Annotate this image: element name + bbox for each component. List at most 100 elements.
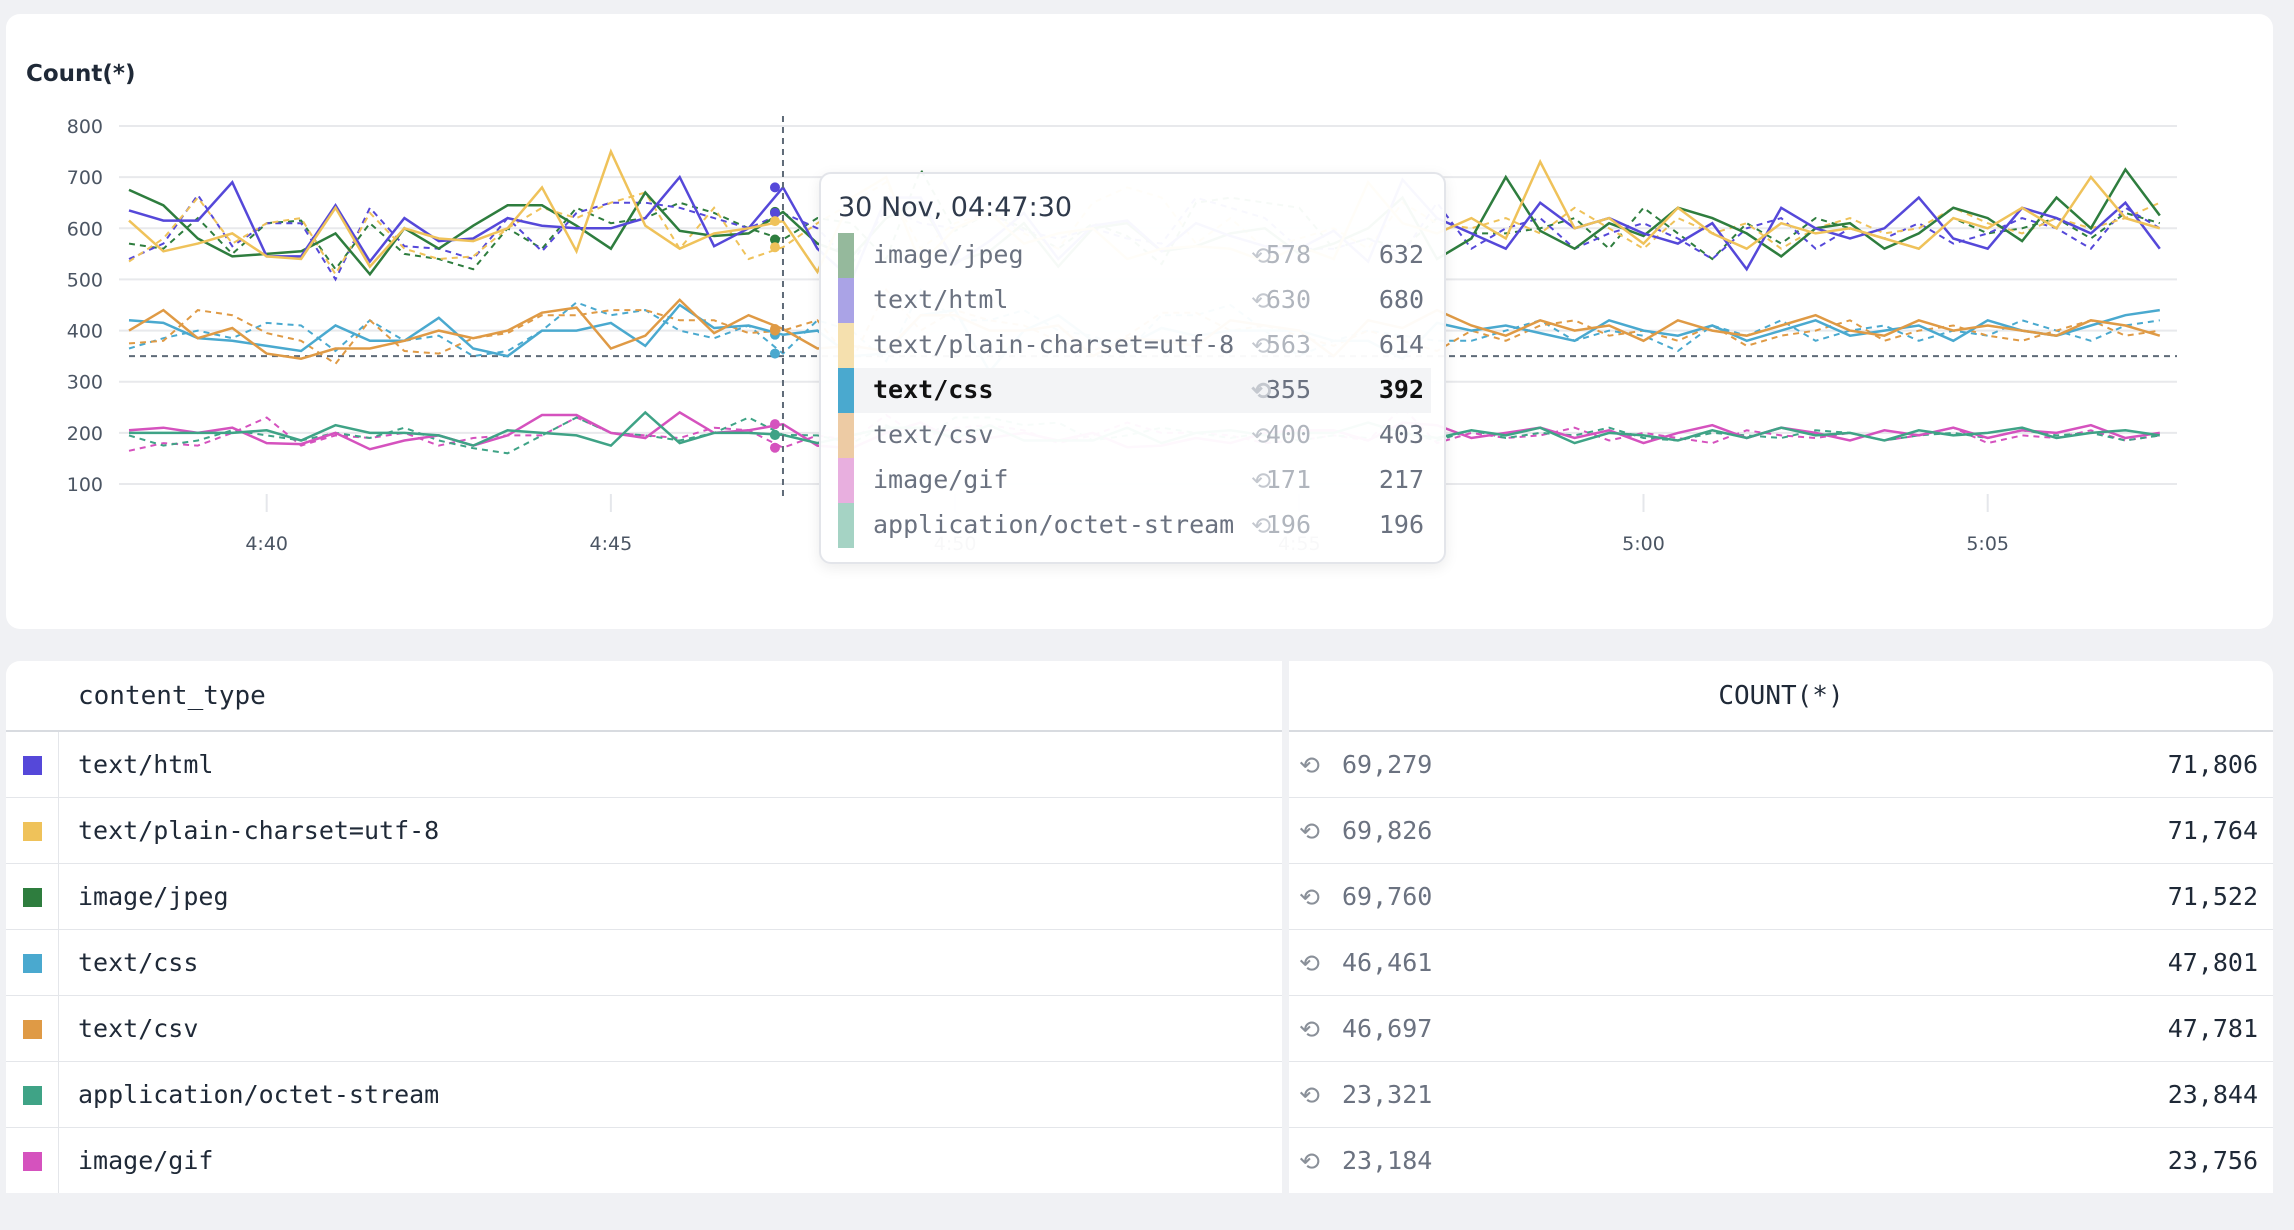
table-row[interactable]: application/octet-stream ⟲ 23,321 23,844 [6, 1062, 2273, 1128]
series-swatch [838, 278, 854, 323]
previous-value: 171 [1265, 465, 1311, 494]
previous-value: 355 [1265, 375, 1311, 404]
series-label: application/octet-stream [873, 510, 1235, 539]
history-icon: ⟲ [1251, 467, 1272, 495]
history-icon: ⟲ [1299, 949, 1320, 978]
history-icon: ⟲ [1251, 287, 1272, 315]
history-icon: ⟲ [1299, 1081, 1320, 1110]
current-count: 23,844 [2167, 1080, 2258, 1109]
current-value: 196 [1378, 510, 1424, 539]
series-swatch [23, 1152, 42, 1171]
table-row[interactable]: image/gif ⟲ 23,184 23,756 [6, 1128, 2273, 1193]
results-table: content_type COUNT(*) text/html ⟲ 69,279… [6, 661, 2273, 1193]
current-count: 71,806 [2167, 750, 2258, 779]
hover-point [769, 182, 780, 193]
series-swatch [23, 822, 42, 841]
series-label: text/csv [873, 420, 994, 449]
swatch-cell [6, 1062, 59, 1128]
current-value: 392 [1378, 375, 1424, 404]
hover-point-previous [769, 325, 780, 336]
history-icon: ⟲ [1251, 422, 1272, 450]
series-line-previous [128, 405, 2160, 452]
swatch-cell [6, 1128, 59, 1193]
content-type-cell: image/jpeg [78, 882, 229, 911]
column-divider[interactable] [1282, 661, 1289, 1193]
previous-count: 69,826 [1342, 816, 1433, 845]
series-swatch [838, 233, 854, 278]
previous-value: 400 [1265, 420, 1311, 449]
previous-value: 563 [1265, 330, 1311, 359]
hover-point-previous [769, 442, 780, 453]
current-value: 614 [1378, 330, 1424, 359]
tooltip-row: image/jpeg ⟲ 578 632 [838, 233, 1431, 278]
current-value: 217 [1378, 465, 1424, 494]
table-row[interactable]: image/jpeg ⟲ 69,760 71,522 [6, 864, 2273, 930]
series-swatch [838, 458, 854, 503]
history-icon: ⟲ [1299, 1015, 1320, 1044]
previous-count: 23,184 [1342, 1146, 1433, 1175]
tooltip-row: text/csv ⟲ 400 403 [838, 413, 1431, 458]
hover-point-previous [769, 348, 780, 359]
hover-point [769, 419, 780, 430]
x-tick-label: 5:05 [1966, 533, 2009, 555]
series-label: image/gif [873, 465, 1009, 494]
content-type-cell: image/gif [78, 1146, 214, 1175]
history-icon: ⟲ [1251, 377, 1272, 405]
hover-point-previous [769, 242, 780, 253]
x-tick-label: 4:45 [590, 533, 633, 555]
series-swatch [23, 1020, 42, 1039]
series-swatch [23, 888, 42, 907]
previous-count: 23,321 [1342, 1080, 1433, 1109]
swatch-cell [6, 930, 59, 996]
series-swatch [838, 323, 854, 368]
current-count: 71,764 [2167, 816, 2258, 845]
previous-value: 196 [1265, 510, 1311, 539]
previous-count: 69,279 [1342, 750, 1433, 779]
column-header-count[interactable]: COUNT(*) [1718, 681, 1844, 711]
chart-card: Count(*) 100 200 300 400 500 600 700 800 4:40 4:4… [6, 14, 2273, 629]
header-divider [6, 730, 2273, 732]
previous-count: 46,697 [1342, 1014, 1433, 1043]
swatch-cell [6, 798, 59, 864]
tooltip-title: 30 Nov, 04:47:30 [838, 192, 1073, 223]
current-value: 403 [1378, 420, 1424, 449]
y-tick-label: 800 [67, 116, 103, 138]
y-tick-label: 700 [67, 167, 103, 189]
content-type-cell: text/csv [78, 1014, 199, 1043]
y-tick-label: 400 [67, 321, 103, 343]
history-icon: ⟲ [1299, 817, 1320, 846]
table-row[interactable]: text/html ⟲ 69,279 71,806 [6, 732, 2273, 798]
series-line-previous [128, 180, 2161, 277]
series-label: text/plain-charset=utf-8 [873, 330, 1235, 359]
y-tick-label: 500 [67, 269, 103, 291]
series-swatch [23, 756, 42, 775]
y-tick-label: 600 [67, 218, 103, 240]
content-type-cell: text/html [78, 750, 214, 779]
history-icon: ⟲ [1251, 332, 1272, 360]
series-swatch [838, 368, 854, 413]
hover-point-previous [769, 234, 780, 245]
hover-point [769, 216, 780, 227]
tooltip-row: application/octet-stream ⟲ 196 196 [838, 503, 1431, 548]
tooltip-row: text/plain-charset=utf-8 ⟲ 563 614 [838, 323, 1431, 368]
chart-title: Count(*) [26, 61, 136, 87]
series-label: text/css [873, 375, 994, 404]
y-tick-label: 200 [67, 423, 103, 445]
previous-count: 69,760 [1342, 882, 1433, 911]
tooltip-row: image/gif ⟲ 171 217 [838, 458, 1431, 503]
table-row[interactable]: text/plain-charset=utf-8 ⟲ 69,826 71,764 [6, 798, 2273, 864]
swatch-cell [6, 864, 59, 930]
series-swatch [838, 413, 854, 458]
history-icon: ⟲ [1299, 1147, 1320, 1176]
column-header-content-type[interactable]: content_type [78, 681, 266, 711]
hover-point-previous [769, 429, 780, 440]
table-row[interactable]: text/csv ⟲ 46,697 47,781 [6, 996, 2273, 1062]
previous-value: 578 [1265, 240, 1311, 269]
history-icon: ⟲ [1251, 242, 1272, 270]
series-swatch [23, 1086, 42, 1105]
previous-count: 46,461 [1342, 948, 1433, 977]
current-count: 71,522 [2167, 882, 2258, 911]
swatch-cell [6, 996, 59, 1062]
current-count: 23,756 [2167, 1146, 2258, 1175]
table-row[interactable]: text/css ⟲ 46,461 47,801 [6, 930, 2273, 996]
